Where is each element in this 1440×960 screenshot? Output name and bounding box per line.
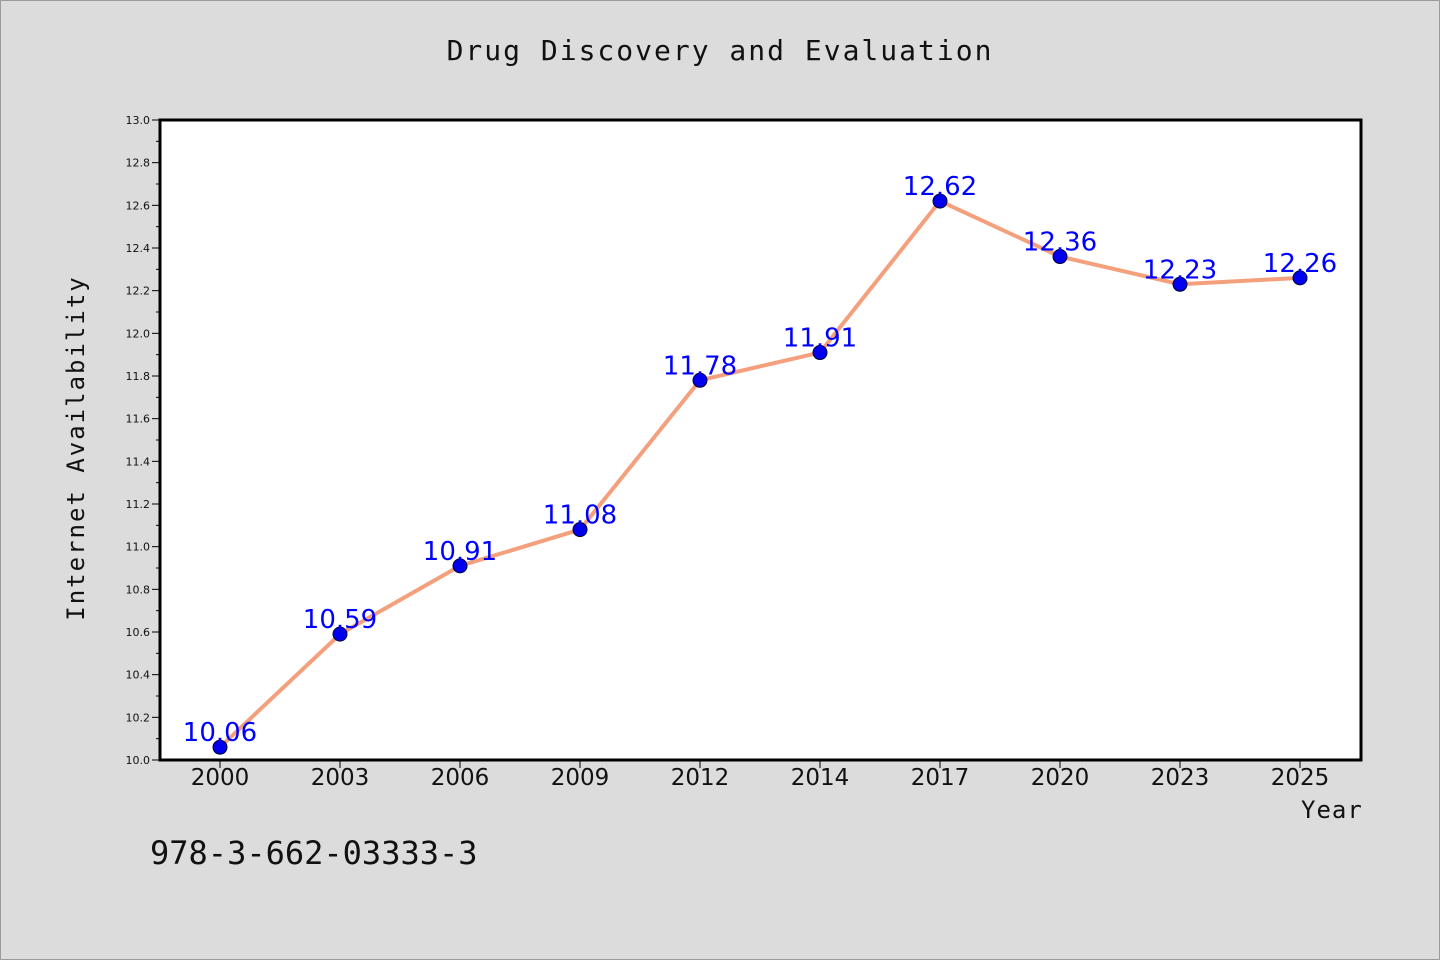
isbn-text: 978-3-662-03333-3 xyxy=(150,834,478,872)
y-tick-label: 11.0 xyxy=(126,541,151,554)
y-tick-label: 12.6 xyxy=(126,199,151,212)
x-tick-label: 2014 xyxy=(791,765,850,791)
data-label: 10.91 xyxy=(423,537,497,567)
data-point xyxy=(1292,270,1308,286)
y-tick-label: 11.2 xyxy=(126,498,151,511)
x-tick-label: 2023 xyxy=(1151,765,1210,791)
x-tick-label: 2025 xyxy=(1271,765,1330,791)
y-tick-label: 10.4 xyxy=(126,669,151,682)
data-point xyxy=(1172,276,1188,292)
data-label: 10.59 xyxy=(303,605,377,635)
y-tick-label: 11.4 xyxy=(126,455,151,468)
y-tick-label: 10.8 xyxy=(126,583,151,596)
data-point xyxy=(1052,249,1068,265)
x-tick-label: 2020 xyxy=(1031,765,1090,791)
data-label: 11.08 xyxy=(543,501,617,531)
data-point xyxy=(572,522,588,538)
x-tick-label: 2006 xyxy=(431,765,490,791)
data-point xyxy=(692,372,708,388)
y-tick-label: 11.8 xyxy=(126,370,151,383)
series-layer xyxy=(212,193,1308,755)
chart-title: Drug Discovery and Evaluation xyxy=(446,34,994,67)
x-tick-label: 2009 xyxy=(551,765,610,791)
data-label: 12.26 xyxy=(1263,249,1337,279)
x-tick-label: 2003 xyxy=(311,765,370,791)
data-label: 11.91 xyxy=(783,324,857,354)
y-tick-label: 12.2 xyxy=(126,285,151,298)
data-point xyxy=(452,558,468,574)
data-label: 12.23 xyxy=(1143,255,1217,285)
series-line xyxy=(218,199,1301,749)
x-tick-label: 2000 xyxy=(191,765,250,791)
data-point xyxy=(932,193,948,209)
data-label: 12.62 xyxy=(903,172,977,202)
y-tick-label: 12.4 xyxy=(126,242,151,255)
data-label: 11.78 xyxy=(663,351,737,381)
data-point xyxy=(332,626,348,642)
x-axis-label: Year xyxy=(1301,796,1363,824)
x-tick-label: 2017 xyxy=(911,765,970,791)
plot-border xyxy=(158,118,1363,762)
x-tick-label: 2012 xyxy=(671,765,730,791)
data-point xyxy=(812,345,828,361)
plot-area xyxy=(160,120,1361,760)
y-tick-label: 12.0 xyxy=(126,327,151,340)
y-axis-ticks: 10.0 10.2 10.4 10.6 10.8 11.0 11.2 11.4 11.6 11.8… xyxy=(126,114,160,767)
y-tick-label: 12.8 xyxy=(126,157,151,170)
y-tick-label: 13.0 xyxy=(126,114,151,127)
data-label: 12.36 xyxy=(1023,228,1097,258)
y-tick-label: 10.0 xyxy=(126,754,151,767)
y-tick-label: 11.6 xyxy=(126,413,151,426)
data-label: 10.06 xyxy=(183,718,257,748)
y-tick-label: 10.2 xyxy=(126,711,151,724)
y-tick-label: 10.6 xyxy=(126,626,151,639)
data-point xyxy=(212,739,228,755)
x-axis-ticks: 2000 2003 2006 2009 2012 2014 2017 2020 2023 2025 xyxy=(191,760,1330,791)
data-labels: 10.06 10.59 10.91 11.08 11.78 11.91 12.62 12.36… xyxy=(183,172,1337,748)
